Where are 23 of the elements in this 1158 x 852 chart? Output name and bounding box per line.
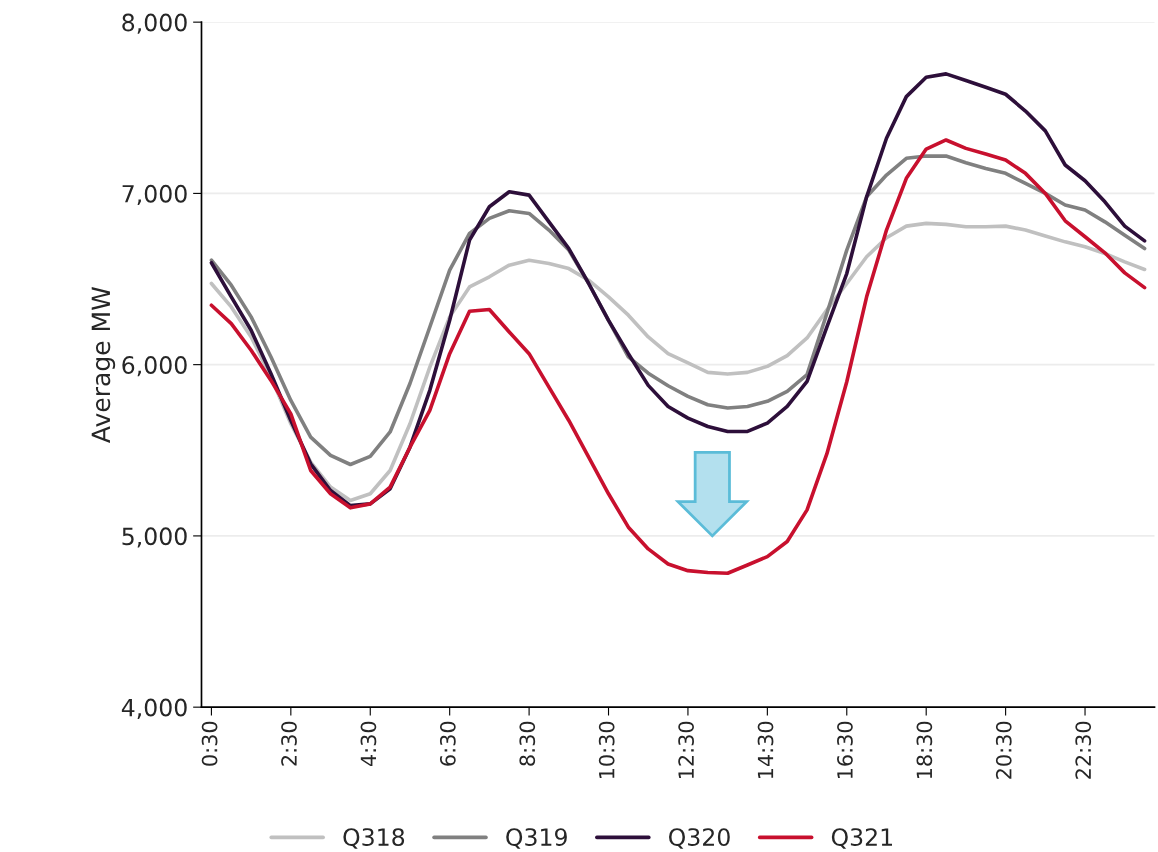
x-tick-label: 14:30	[757, 721, 774, 779]
y-tick-label: 4,000	[121, 698, 187, 719]
x-tick-label: 16:30	[837, 721, 853, 779]
legend-label: Q321	[831, 828, 892, 849]
y-tick-label: 7,000	[122, 184, 187, 206]
line-series	[209, 138, 1147, 576]
legend-label: Q320	[669, 828, 730, 849]
y-tick-label: 5,000	[122, 527, 187, 548]
x-tick-label: 4:30	[360, 721, 377, 767]
x-tick-label: 6:30	[439, 721, 456, 766]
x-tick-label: 12:30	[678, 721, 694, 779]
y-axis-title: Average MW	[91, 287, 116, 443]
y-tick-label: 8,000	[122, 13, 187, 34]
x-tick-label: 18:30	[916, 721, 933, 779]
x-tick-label: 0:30	[201, 721, 218, 766]
legend-label: Q318	[343, 828, 405, 849]
legend-label: Q319	[506, 828, 567, 849]
x-tick-label: 20:30	[995, 721, 1012, 779]
x-tick-label: 10:30	[598, 721, 615, 779]
x-tick-label: 22:30	[1075, 721, 1092, 779]
x-tick-label: 8:30	[519, 721, 536, 766]
y-tick-label: 6,000	[122, 356, 187, 377]
x-tick-label: 2:30	[281, 721, 297, 766]
